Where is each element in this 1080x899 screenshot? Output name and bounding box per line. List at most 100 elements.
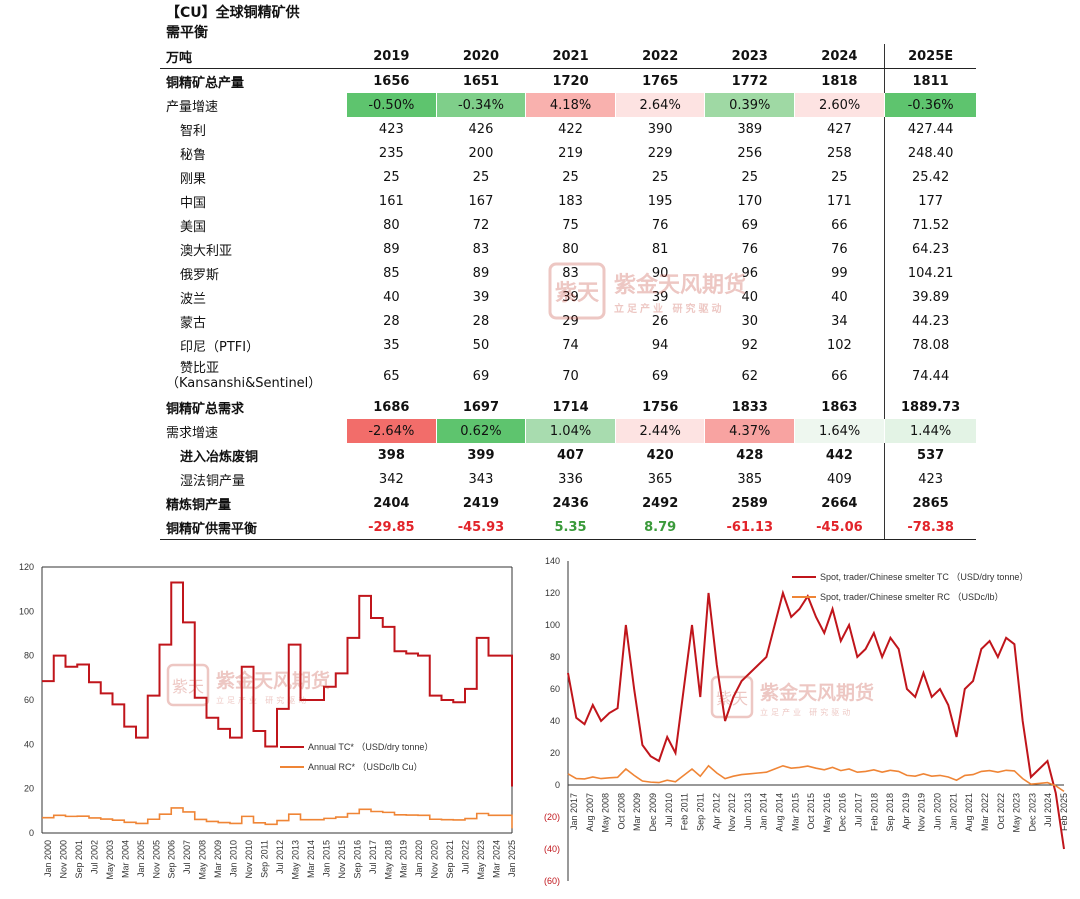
x-tick-label: Oct 2008 [616,793,626,830]
table-cell: 102 [826,337,852,353]
table-cell: 2.60% [794,93,885,117]
table-cell: 1656 [373,73,410,89]
x-tick-label: May 2008 [601,793,611,833]
table-cell: 1714 [552,399,589,415]
spot-tc-rc-chart: 140 120 100 80 60 40 20 0 (20) (40) (60) Jan 2017 Au… [544,556,1069,886]
table-row: 刚果 25 25 25 25 25 25 25.42 [160,165,976,189]
x-tick-label: Aug 2007 [585,793,595,832]
series-line-2 [42,807,513,829]
table-cell: 39 [651,289,669,305]
table-cell: 75 [562,217,579,233]
row-label: 精炼铜产量 [166,497,232,513]
table-cell: 80 [562,241,579,257]
table-title-line1: 【CU】全球铜精矿供 [166,5,300,21]
table-cell: 28 [383,313,400,329]
table-cell: 25 [383,169,400,185]
table-cell: 1863 [821,399,858,415]
x-tick-label: Feb 2011 [680,793,690,830]
table-title-line2: 需平衡 [166,25,208,41]
x-tick-label: Aug 2021 [964,793,974,832]
table-cell: 398 [377,447,405,463]
table-cell: 104.21 [884,261,976,285]
table-cell: 428 [736,447,764,463]
x-tick-label: May 2023 [476,840,486,880]
y-tick-label: 60 [550,684,560,694]
series-line-2 [567,764,1065,793]
y-tick-label: 100 [545,620,560,630]
table-row: 波兰 40 39 39 39 40 40 39.89 [160,285,976,309]
x-tick-label: Dec 2023 [1027,793,1037,832]
table-cell: 28 [472,313,490,329]
table-cell: 171 [826,193,852,209]
table-cell: 25 [831,169,848,185]
x-tick-label: Jul 2007 [182,840,192,874]
table-cell: 385 [737,471,763,487]
x-tick-label: Nov 2019 [917,793,927,832]
y-tick-label: 40 [550,716,560,726]
x-tick-label: Mar 2024 [492,840,502,878]
table-cell: 423 [378,121,404,137]
x-tick-label: Mar 2009 [213,840,223,878]
table-row: 智利 423 426 422 390 389 427 427.44 [160,117,976,141]
table-cell: 229 [647,145,673,161]
watermark-seal: 紫天 [716,690,748,708]
table-cell: 40 [831,289,848,305]
table-cell: 1.44% [884,419,976,443]
x-tick-label: Feb 2025 [1059,793,1069,831]
row-label: 铜精矿总需求 [166,401,245,417]
table-row: 产量增速 -0.50% -0.34% 4.18% 2.64% 0.39% 2.60% -0.3… [160,93,976,117]
table-cell: 422 [558,121,583,137]
table-cell: 2.44% [614,419,705,443]
table-cell: 426 [468,121,494,137]
table-cell: 34 [831,313,848,329]
table-cell: 256 [737,145,763,161]
x-tick-label: Nov 2012 [727,793,737,832]
table-row: 赞比亚 （Kansanshi&Sentinel） 65 69 70 69 62 66 74.44 [160,357,976,395]
x-tick-label: Oct 2015 [806,793,816,830]
x-tick-label: Nov 2020 [430,840,440,879]
table-cell: 40 [383,289,400,305]
table-cell: 64.23 [884,237,976,261]
y-tick-label: 120 [19,562,34,572]
x-tick-label: Jan 2005 [136,840,146,877]
header-year: 2024 [794,44,885,69]
table-cell: 90 [651,265,669,281]
x-tick-label: Nov 2005 [151,840,161,879]
table-cell: 183 [558,193,583,209]
row-label: 秘鲁 [180,147,207,163]
table-cell: 78.08 [884,333,976,357]
table-cell: 1833 [731,399,768,415]
x-tick-label: Sep 2016 [352,840,362,879]
x-tick-label: May 2013 [290,840,300,880]
row-label: 赞比亚 （Kansanshi&Sentinel） [160,357,347,395]
table-cell: 89 [472,265,490,281]
table-row: 湿法铜产量 342 343 336 365 385 409 423 [160,467,976,491]
table-row: 蒙古 28 28 29 26 30 34 44.23 [160,309,976,333]
legend-label: Annual TC* （USD/dry tonne） [308,742,433,752]
header-year: 2021 [525,44,616,69]
table-cell: 1686 [373,399,410,415]
y-tick-label: 140 [545,556,560,566]
table-cell: 4.18% [525,93,616,117]
table-cell: 399 [467,447,495,463]
table-cell: 390 [647,121,673,137]
legend-label: Spot, trader/Chinese smelter RC （USDc/lb… [820,592,1004,602]
table-cell: 25 [651,169,669,185]
table-cell: 25 [562,169,579,185]
table-cell: 1697 [462,399,500,415]
y-tick-label: 60 [24,695,34,705]
table-cell: 1811 [884,68,976,93]
table-cell: 89 [383,241,400,257]
x-tick-label: Feb 2018 [869,793,879,831]
row-label: 铜精矿总产量 [166,75,245,91]
table-row: 美国 80 72 75 76 69 66 71.52 [160,213,976,237]
table-cell: 420 [646,447,674,463]
row-label: 需求增速 [166,425,219,441]
x-tick-label: Mar 2004 [120,840,130,878]
watermark-logo [166,663,210,707]
x-tick-label: May 2008 [198,840,208,880]
table-cell: 258 [826,145,852,161]
table-cell: 83 [472,241,490,257]
x-tick-label: Jan 2025 [507,840,517,877]
y-tick-label: (60) [544,876,560,886]
